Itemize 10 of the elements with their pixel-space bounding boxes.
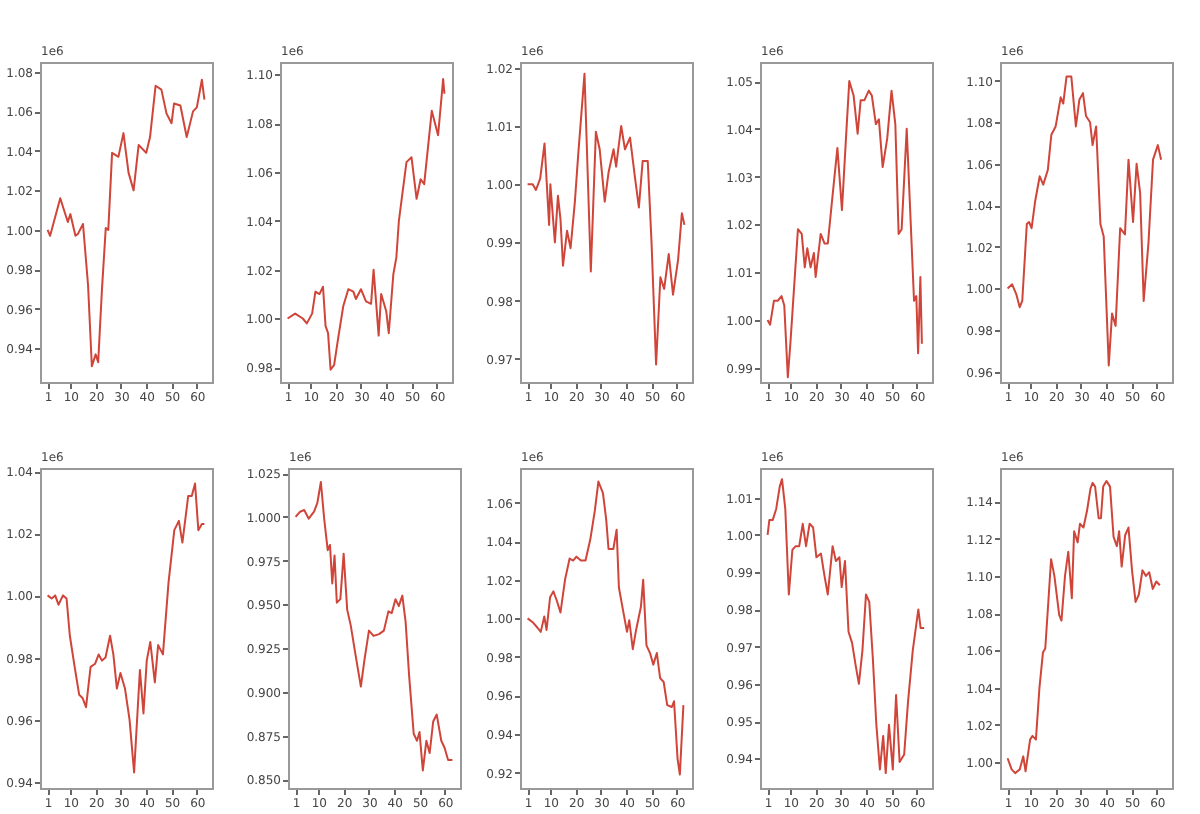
- line-series: [526, 72, 686, 366]
- line-series: [766, 80, 923, 379]
- line-series: [286, 78, 446, 371]
- line-series: [46, 482, 206, 774]
- line-series: [46, 78, 206, 368]
- line-series: [1006, 75, 1163, 367]
- line-series: [294, 480, 454, 772]
- line-series: [526, 480, 685, 776]
- line-series: [1006, 480, 1161, 775]
- line-series: [766, 478, 926, 775]
